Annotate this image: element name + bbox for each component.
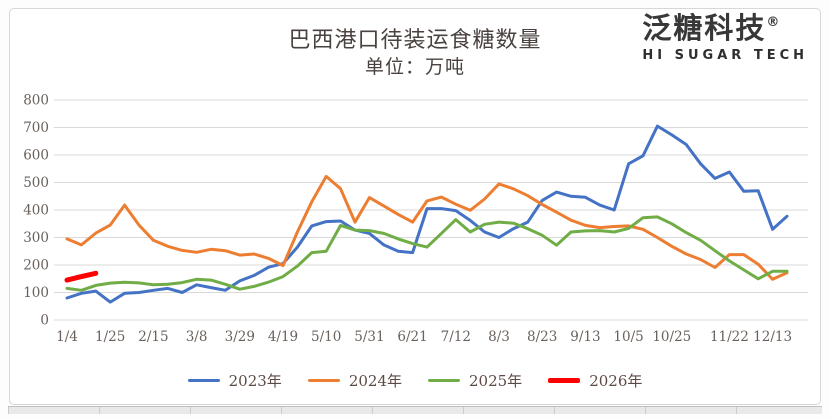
brand-logo: 泛糖科技® HI SUGAR TECH [642, 11, 808, 63]
x-axis-tick-label: 5/10 [311, 329, 341, 345]
series-line-2025年 [65, 215, 789, 292]
y-axis-tick-label: 100 [23, 285, 49, 301]
x-axis-tick-label: 8/23 [527, 329, 557, 345]
x-axis-tick-label: 9/13 [570, 329, 600, 345]
y-axis-tick-label: 800 [23, 93, 49, 109]
chart-legend: 2023年 2024年 2025年 2026年 [0, 370, 830, 391]
x-axis-tick-label: 7/12 [441, 329, 471, 345]
y-axis-tick-label: 600 [23, 148, 49, 164]
chart-title: 巴西港口待装运食糖数量 [288, 28, 542, 53]
legend-label: 2026年 [589, 372, 643, 390]
legend-label: 2025年 [469, 372, 523, 390]
series-line-2024年 [65, 174, 789, 281]
legend-line-swatch [428, 378, 460, 383]
x-axis-tick-label: 3/8 [186, 329, 208, 345]
logo-text: 泛糖科技 [642, 11, 767, 45]
x-axis-tick-label: 10/5 [613, 329, 643, 345]
legend-item-2025年: 2025年 [428, 370, 522, 391]
x-axis-tick-label: 10/25 [652, 329, 691, 345]
x-axis-tick-label: 2/15 [138, 329, 168, 345]
legend-line-swatch [307, 378, 340, 383]
y-axis-tick-label: 0 [40, 313, 49, 329]
y-axis-tick-label: 700 [23, 120, 49, 136]
legend-item-2023年: 2023年 [187, 370, 282, 391]
legend-line-swatch [548, 378, 581, 383]
x-axis-tick-label: 8/3 [488, 329, 510, 345]
x-axis-tick-label: 6/21 [397, 329, 427, 345]
x-axis-tick-label: 3/29 [225, 329, 255, 345]
y-axis-tick-label: 300 [23, 230, 49, 246]
series-line-2023年 [65, 124, 789, 304]
x-axis-tick-label: 12/13 [753, 329, 792, 345]
legend-label: 2023年 [228, 372, 282, 390]
y-axis-tick-label: 200 [23, 258, 49, 274]
x-axis-tick-label: 11/22 [710, 329, 749, 345]
chart-card [9, 8, 821, 405]
x-axis-tick-label: 5/31 [354, 329, 384, 345]
series-line-2026年 [64, 270, 99, 283]
table-row-sliver [8, 406, 822, 414]
legend-label: 2024年 [348, 372, 402, 390]
y-axis-tick-label: 400 [23, 203, 49, 219]
legend-line-swatch [187, 378, 220, 383]
x-axis-tick-label: 4/19 [268, 329, 298, 345]
logo-subtext: HI SUGAR TECH [642, 48, 808, 63]
legend-item-2026年: 2026年 [548, 370, 642, 391]
legend-item-2024年: 2024年 [307, 370, 402, 391]
registered-trademark-icon: ® [766, 14, 780, 30]
x-axis-tick-label: 1/4 [56, 329, 78, 345]
chart-unit-subtitle: 单位：万吨 [364, 56, 465, 78]
y-axis-tick-label: 500 [23, 175, 49, 191]
x-axis-tick-label: 1/25 [95, 329, 125, 345]
